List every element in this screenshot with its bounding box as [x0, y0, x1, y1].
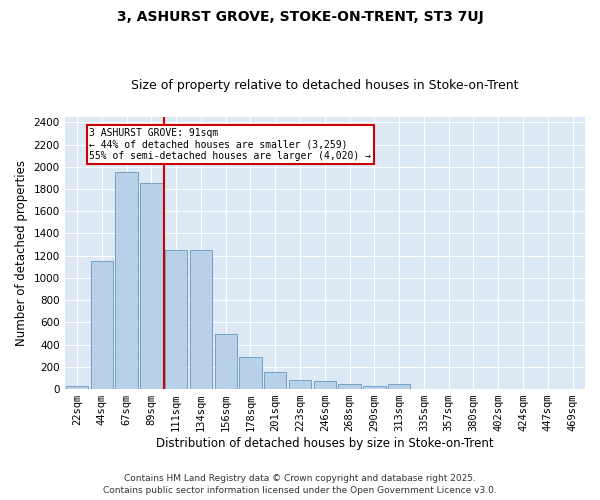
- Bar: [264, 372, 286, 389]
- Bar: [66, 386, 88, 389]
- Bar: [215, 334, 237, 389]
- Bar: [165, 250, 187, 389]
- Title: Size of property relative to detached houses in Stoke-on-Trent: Size of property relative to detached ho…: [131, 79, 518, 92]
- Bar: [115, 172, 138, 389]
- Bar: [140, 184, 163, 389]
- Bar: [289, 380, 311, 389]
- Y-axis label: Number of detached properties: Number of detached properties: [15, 160, 28, 346]
- Bar: [91, 262, 113, 389]
- Bar: [413, 388, 435, 389]
- X-axis label: Distribution of detached houses by size in Stoke-on-Trent: Distribution of detached houses by size …: [156, 437, 494, 450]
- Bar: [363, 386, 386, 389]
- Bar: [239, 357, 262, 389]
- Bar: [314, 380, 336, 389]
- Bar: [338, 384, 361, 389]
- Text: 3 ASHURST GROVE: 91sqm
← 44% of detached houses are smaller (3,259)
55% of semi-: 3 ASHURST GROVE: 91sqm ← 44% of detached…: [89, 128, 371, 161]
- Bar: [190, 250, 212, 389]
- Text: Contains HM Land Registry data © Crown copyright and database right 2025.
Contai: Contains HM Land Registry data © Crown c…: [103, 474, 497, 495]
- Bar: [388, 384, 410, 389]
- Text: 3, ASHURST GROVE, STOKE-ON-TRENT, ST3 7UJ: 3, ASHURST GROVE, STOKE-ON-TRENT, ST3 7U…: [116, 10, 484, 24]
